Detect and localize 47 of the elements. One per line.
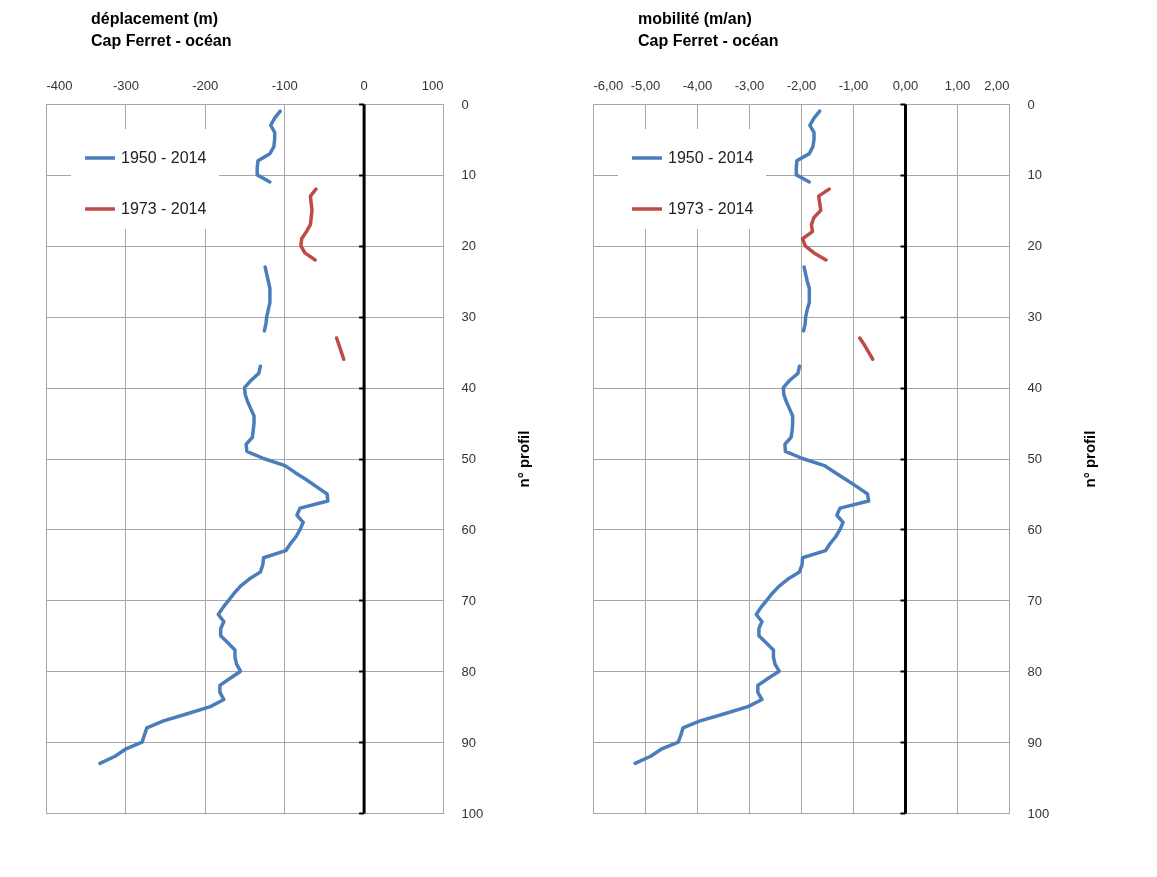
chart-title: mobilité (m/an): [638, 10, 752, 27]
y-tick-label: 20: [461, 238, 476, 254]
y-tick-label: 50: [461, 451, 476, 466]
y-tick-label: 80: [461, 663, 476, 679]
y-tick-label: 0: [461, 96, 469, 112]
y-axis-title: n° profil: [1080, 430, 1098, 488]
x-tick-label: -3,00: [734, 77, 765, 93]
x-tick-label: 2,00: [984, 77, 1010, 93]
x-tick-label: -1,00: [838, 77, 869, 93]
legend-label: 1950 - 2014: [121, 149, 207, 166]
x-tick-label: -300: [112, 77, 139, 93]
x-tick-label: -6,00: [593, 77, 624, 93]
legend-label: 1973 - 2014: [668, 200, 754, 217]
x-tick-label: -200: [192, 77, 219, 93]
chart-subtitle: Cap Ferret - océan: [638, 32, 779, 49]
y-tick-label: 30: [1027, 309, 1042, 325]
y-tick-label: 70: [461, 592, 476, 608]
x-tick-label: -4,00: [682, 77, 713, 93]
y-tick-label: 50: [1027, 451, 1042, 466]
y-tick-label: 80: [1027, 663, 1042, 679]
y-tick-label: 100: [1027, 805, 1050, 821]
x-tick-label: 0: [360, 77, 368, 93]
y-tick-label: 0: [1027, 96, 1035, 112]
x-tick-label: 0,00: [892, 77, 919, 93]
y-axis-title: n° profil: [514, 430, 532, 488]
legend-label: 1950 - 2014: [668, 149, 754, 166]
x-tick-label: -100: [271, 77, 298, 93]
y-tick-label: 10: [1027, 167, 1042, 183]
y-tick-label: 20: [1027, 238, 1042, 254]
y-tick-label: 40: [1027, 380, 1042, 396]
y-tick-label: 70: [1027, 592, 1042, 608]
chart-title: déplacement (m): [91, 10, 219, 27]
x-tick-label: 100: [421, 77, 444, 93]
y-tick-label: 90: [1027, 734, 1042, 750]
chart-subtitle: Cap Ferret - océan: [91, 32, 232, 49]
legend-label: 1973 - 2014: [121, 200, 207, 217]
x-tick-label: -5,00: [630, 77, 661, 93]
y-tick-label: 60: [461, 521, 476, 537]
y-tick-label: 100: [461, 805, 484, 821]
x-tick-label: 1,00: [944, 77, 971, 93]
y-tick-label: 10: [461, 167, 476, 183]
y-tick-label: 40: [461, 380, 476, 396]
y-tick-label: 90: [461, 734, 476, 750]
x-tick-label: -2,00: [786, 77, 817, 93]
x-tick-label: -400: [46, 77, 73, 93]
y-tick-label: 30: [461, 309, 476, 325]
y-tick-label: 60: [1027, 521, 1042, 537]
